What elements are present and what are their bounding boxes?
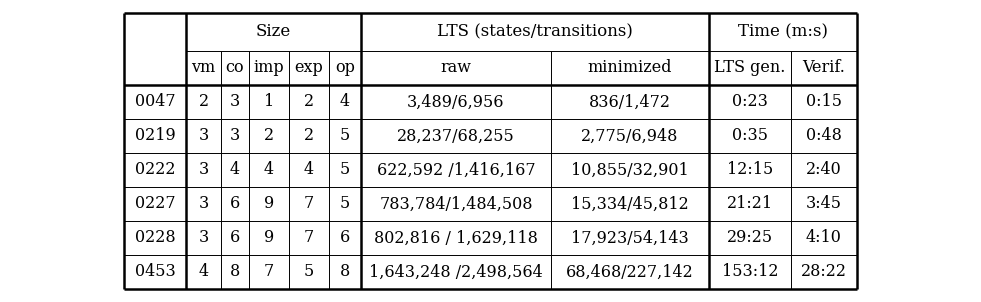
Text: 0:48: 0:48 bbox=[806, 127, 842, 144]
Text: 4:10: 4:10 bbox=[806, 230, 842, 246]
Text: 0227: 0227 bbox=[134, 195, 176, 213]
Text: 5: 5 bbox=[304, 264, 314, 281]
Text: 4: 4 bbox=[198, 264, 209, 281]
Text: 2: 2 bbox=[198, 94, 209, 111]
Text: 1: 1 bbox=[264, 94, 274, 111]
Text: 10,855/32,901: 10,855/32,901 bbox=[571, 162, 689, 178]
Text: 2,775/6,948: 2,775/6,948 bbox=[582, 127, 679, 144]
Text: minimized: minimized bbox=[588, 59, 672, 76]
Text: op: op bbox=[336, 59, 355, 76]
Text: LTS (states/transitions): LTS (states/transitions) bbox=[438, 24, 633, 40]
Text: 3: 3 bbox=[230, 127, 240, 144]
Text: 6: 6 bbox=[230, 195, 240, 213]
Text: 17,923/54,143: 17,923/54,143 bbox=[571, 230, 689, 246]
Text: 3: 3 bbox=[198, 195, 209, 213]
Text: 153:12: 153:12 bbox=[722, 264, 778, 281]
Text: 1,643,248 /2,498,564: 1,643,248 /2,498,564 bbox=[369, 264, 542, 281]
Text: 4: 4 bbox=[264, 162, 274, 178]
Text: 0047: 0047 bbox=[134, 94, 176, 111]
Text: raw: raw bbox=[440, 59, 472, 76]
Text: Time (m:s): Time (m:s) bbox=[738, 24, 828, 40]
Text: 622,592 /1,416,167: 622,592 /1,416,167 bbox=[377, 162, 536, 178]
Text: 783,784/1,484,508: 783,784/1,484,508 bbox=[380, 195, 533, 213]
Text: 0:35: 0:35 bbox=[732, 127, 768, 144]
Text: 8: 8 bbox=[339, 264, 350, 281]
Text: 4: 4 bbox=[304, 162, 314, 178]
Text: 2: 2 bbox=[264, 127, 274, 144]
Text: 2:40: 2:40 bbox=[806, 162, 842, 178]
Text: 5: 5 bbox=[339, 162, 350, 178]
Text: 802,816 / 1,629,118: 802,816 / 1,629,118 bbox=[374, 230, 538, 246]
Text: 7: 7 bbox=[264, 264, 274, 281]
Text: 0453: 0453 bbox=[134, 264, 176, 281]
Text: 0:15: 0:15 bbox=[806, 94, 842, 111]
Text: 0228: 0228 bbox=[134, 230, 176, 246]
Text: 0222: 0222 bbox=[134, 162, 176, 178]
Text: 5: 5 bbox=[339, 195, 350, 213]
Text: 3: 3 bbox=[198, 162, 209, 178]
Text: 2: 2 bbox=[304, 94, 314, 111]
Text: 7: 7 bbox=[304, 230, 314, 246]
Text: 12:15: 12:15 bbox=[727, 162, 773, 178]
Text: 3: 3 bbox=[198, 127, 209, 144]
Text: 9: 9 bbox=[264, 195, 274, 213]
Text: 21:21: 21:21 bbox=[727, 195, 773, 213]
Text: 5: 5 bbox=[339, 127, 350, 144]
Text: 3: 3 bbox=[198, 230, 209, 246]
Text: 9: 9 bbox=[264, 230, 274, 246]
Text: 28:22: 28:22 bbox=[801, 264, 847, 281]
Text: 4: 4 bbox=[230, 162, 240, 178]
Text: imp: imp bbox=[254, 59, 284, 76]
Text: 15,334/45,812: 15,334/45,812 bbox=[571, 195, 689, 213]
Text: 836/1,472: 836/1,472 bbox=[589, 94, 671, 111]
Text: 0219: 0219 bbox=[134, 127, 176, 144]
Text: 8: 8 bbox=[230, 264, 240, 281]
Text: vm: vm bbox=[191, 59, 216, 76]
Text: 7: 7 bbox=[304, 195, 314, 213]
Text: 68,468/227,142: 68,468/227,142 bbox=[566, 264, 694, 281]
Text: 29:25: 29:25 bbox=[727, 230, 773, 246]
Text: 4: 4 bbox=[340, 94, 350, 111]
Text: 0:23: 0:23 bbox=[732, 94, 768, 111]
Text: 2: 2 bbox=[304, 127, 314, 144]
Text: Size: Size bbox=[256, 24, 291, 40]
Text: 28,237/68,255: 28,237/68,255 bbox=[397, 127, 515, 144]
Text: 6: 6 bbox=[230, 230, 240, 246]
Text: 3,489/6,956: 3,489/6,956 bbox=[407, 94, 505, 111]
Text: 6: 6 bbox=[339, 230, 350, 246]
Text: Verif.: Verif. bbox=[802, 59, 846, 76]
Text: exp: exp bbox=[294, 59, 324, 76]
Text: 3: 3 bbox=[230, 94, 240, 111]
Text: co: co bbox=[226, 59, 244, 76]
Text: LTS gen.: LTS gen. bbox=[714, 59, 786, 76]
Text: 3:45: 3:45 bbox=[806, 195, 842, 213]
